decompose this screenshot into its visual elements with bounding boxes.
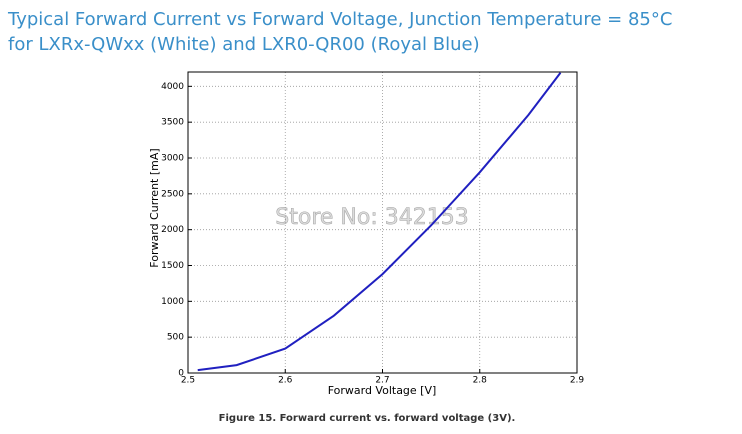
chart-title: Typical Forward Current vs Forward Volta… [7,9,672,30]
data-line [197,72,562,372]
x-tick-label: 2.8 [473,376,488,386]
x-tick-label: 2.7 [375,376,389,386]
y-tick-label: 0 [178,369,184,379]
y-tick-label: 1500 [161,261,184,271]
y-tick-label: 3500 [161,118,184,128]
x-tick-label: 2.9 [570,376,585,386]
chart-subtitle: for LXRx-QWxx (White) and LXR0-QR00 (Roy… [8,34,480,55]
y-tick-label: 2000 [161,225,184,235]
y-tick-label: 3000 [161,154,184,164]
figure-caption: Figure 15. Forward current vs. forward v… [219,413,516,424]
x-axis-label: Forward Voltage [V] [328,384,437,397]
y-tick-label: 4000 [161,82,184,92]
plot-frame [187,71,578,374]
y-tick-label: 500 [167,333,184,343]
y-tick-label: 2500 [161,189,184,199]
y-axis-label: Forward Current [mA] [148,148,161,267]
x-tick-label: 2.6 [278,376,293,386]
x-tick-label: 2.5 [181,376,195,386]
y-tick-label: 1000 [161,297,184,307]
watermark: Store No: 342153 [275,205,468,230]
